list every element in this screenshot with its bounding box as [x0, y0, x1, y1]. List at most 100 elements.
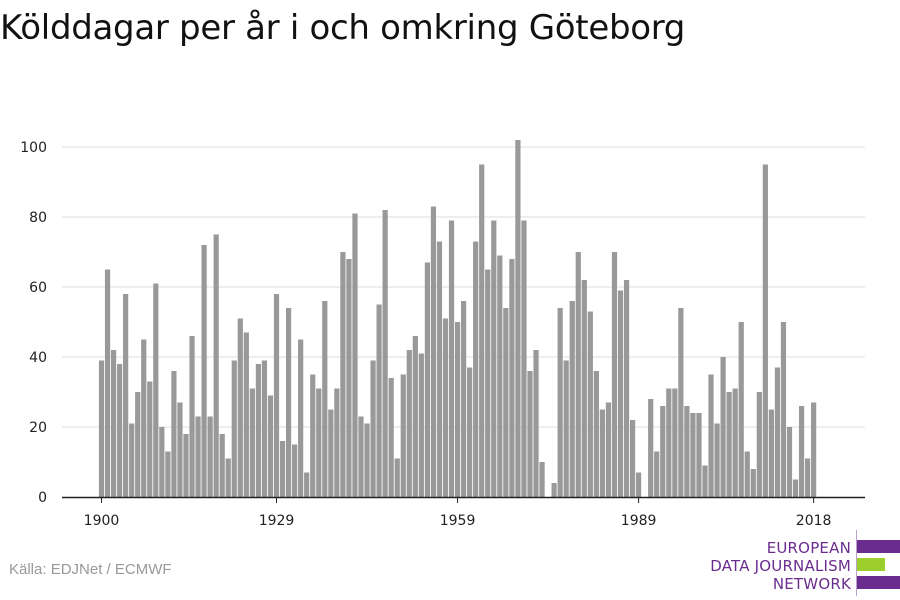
bar-1973[interactable] [539, 462, 545, 497]
bar-1991[interactable] [648, 399, 654, 497]
bar-1949[interactable] [394, 458, 400, 498]
bar-1996[interactable] [678, 308, 684, 497]
bar-2013[interactable] [780, 322, 787, 497]
edjnet-logo[interactable]: EUROPEAN DATA JOURNALISM NETWORK [700, 530, 900, 596]
bar-1936[interactable] [316, 388, 322, 498]
bar-1925[interactable] [249, 388, 255, 498]
bar-2007[interactable] [744, 451, 750, 498]
bar-1900[interactable] [98, 360, 105, 498]
bar-1960[interactable] [461, 301, 467, 497]
bar-1969[interactable] [515, 140, 521, 497]
bar-2009[interactable] [756, 392, 762, 497]
bar-1917[interactable] [201, 245, 207, 497]
bar-1963[interactable] [479, 164, 485, 498]
bar-1955[interactable] [430, 206, 437, 498]
bar-1920[interactable] [219, 434, 225, 497]
bar-1981[interactable] [587, 311, 593, 498]
bar-2016[interactable] [798, 406, 805, 497]
bar-1950[interactable] [400, 374, 406, 498]
bar-1924[interactable] [243, 332, 249, 498]
bar-1953[interactable] [418, 353, 424, 498]
bar-1992[interactable] [654, 451, 660, 498]
bar-1930[interactable] [279, 441, 286, 497]
bar-1980[interactable] [581, 280, 587, 497]
bar-1946[interactable] [376, 304, 382, 498]
bar-1906[interactable] [135, 392, 141, 497]
bar-1952[interactable] [412, 336, 418, 497]
bar-1908[interactable] [147, 381, 153, 498]
bar-1998[interactable] [690, 413, 696, 497]
bar-1989[interactable] [636, 472, 642, 498]
bar-1985[interactable] [611, 252, 618, 497]
bar-1967[interactable] [503, 308, 509, 497]
bar-1951[interactable] [406, 350, 412, 497]
bar-1983[interactable] [599, 409, 605, 498]
bar-1954[interactable] [424, 262, 430, 498]
bar-1905[interactable] [129, 423, 135, 498]
bar-1923[interactable] [237, 318, 243, 498]
bar-1999[interactable] [696, 413, 702, 497]
bar-1943[interactable] [358, 416, 364, 498]
bar-1962[interactable] [473, 241, 479, 498]
bar-1944[interactable] [364, 423, 370, 498]
bar-1995[interactable] [672, 388, 678, 498]
bar-1972[interactable] [533, 350, 539, 497]
bar-1913[interactable] [177, 402, 183, 498]
bar-1927[interactable] [261, 360, 268, 498]
bar-1997[interactable] [684, 406, 690, 497]
bar-2004[interactable] [726, 392, 732, 497]
bar-1994[interactable] [666, 388, 672, 498]
bar-1970[interactable] [521, 220, 527, 498]
bar-1926[interactable] [255, 364, 262, 497]
bar-1948[interactable] [388, 378, 394, 497]
bar-1984[interactable] [605, 402, 612, 498]
bar-1937[interactable] [322, 301, 328, 497]
bar-1942[interactable] [352, 213, 358, 498]
bar-1958[interactable] [448, 220, 455, 498]
bar-1939[interactable] [334, 388, 340, 498]
bar-1966[interactable] [497, 255, 503, 498]
bar-2011[interactable] [768, 409, 774, 498]
bar-2018[interactable] [811, 402, 817, 498]
bar-1931[interactable] [285, 308, 292, 497]
bar-2002[interactable] [714, 423, 720, 498]
bar-1910[interactable] [159, 427, 165, 497]
bar-1940[interactable] [340, 252, 346, 497]
bar-1988[interactable] [629, 420, 636, 497]
bar-1935[interactable] [310, 374, 316, 498]
bar-1977[interactable] [563, 360, 569, 498]
bar-1932[interactable] [292, 444, 298, 498]
bar-1979[interactable] [575, 252, 581, 497]
bar-1914[interactable] [183, 434, 189, 497]
bar-2003[interactable] [720, 357, 726, 497]
bar-1986[interactable] [617, 290, 624, 498]
bar-1964[interactable] [485, 269, 491, 498]
bar-1901[interactable] [104, 269, 111, 498]
bar-2001[interactable] [708, 374, 714, 498]
bar-1929[interactable] [273, 294, 280, 497]
bar-1971[interactable] [527, 371, 533, 497]
bar-1941[interactable] [346, 259, 352, 497]
bar-1904[interactable] [123, 294, 129, 497]
bar-1915[interactable] [189, 336, 195, 497]
bar-1982[interactable] [593, 371, 599, 497]
bar-1907[interactable] [141, 339, 147, 498]
bar-2014[interactable] [786, 427, 793, 497]
bar-1976[interactable] [557, 308, 563, 497]
bar-2010[interactable] [762, 164, 768, 498]
bar-2006[interactable] [738, 322, 744, 497]
bar-2005[interactable] [732, 388, 738, 498]
bar-2000[interactable] [702, 465, 708, 498]
bar-1916[interactable] [195, 416, 201, 498]
bar-1965[interactable] [491, 220, 497, 498]
bar-1902[interactable] [110, 350, 117, 497]
bar-1938[interactable] [328, 409, 334, 498]
bar-1934[interactable] [304, 472, 310, 498]
bar-2008[interactable] [750, 469, 756, 497]
bar-1968[interactable] [509, 259, 515, 497]
bar-1961[interactable] [467, 367, 473, 498]
bar-1903[interactable] [117, 364, 123, 497]
bar-1921[interactable] [225, 458, 231, 498]
bar-1909[interactable] [153, 283, 159, 498]
bar-1993[interactable] [660, 406, 666, 497]
